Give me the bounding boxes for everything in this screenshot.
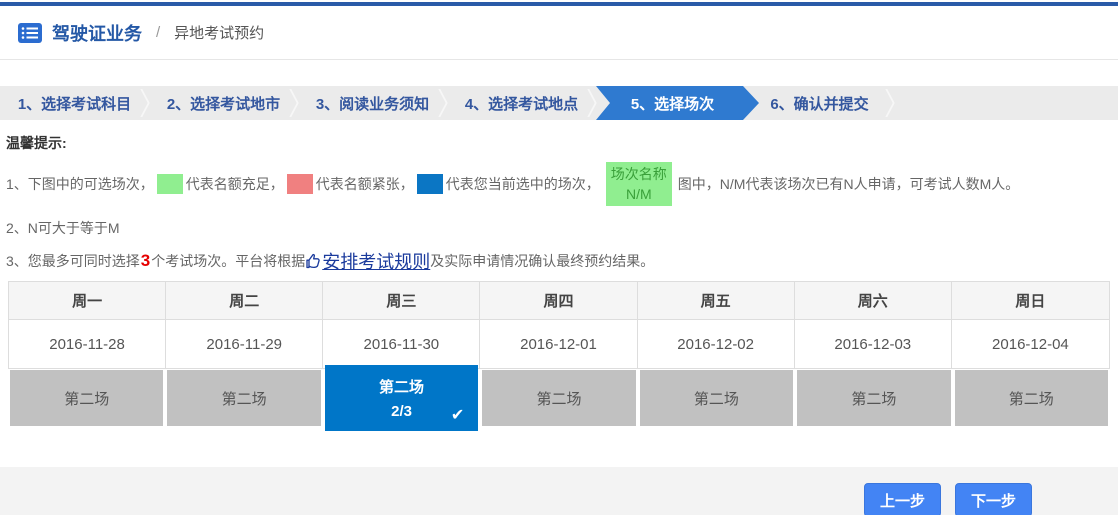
wizard-step-4[interactable]: 4、选择考试地点 — [447, 86, 596, 120]
exam-rules-link[interactable]: 安排考试规则 — [305, 248, 430, 274]
prev-step-button[interactable]: 上一步 — [864, 483, 941, 515]
tip-line-1: 1、下图中的可选场次， 代表名额充足， 代表名额紧张， 代表您当前选中的场次， … — [6, 162, 1112, 206]
tips-section: 温馨提示: 1、下图中的可选场次， 代表名额充足， 代表名额紧张， 代表您当前选… — [0, 133, 1118, 274]
date-cell: 2016-12-03 — [795, 320, 952, 368]
wizard-step-5-active[interactable]: 5、选择场次 — [596, 86, 759, 120]
tip3-text: 3、您最多可同时选择 — [6, 253, 140, 269]
wizard-step-3[interactable]: 3、阅读业务须知 — [298, 86, 447, 120]
legend-tight-label: 代表名额紧张， — [315, 176, 414, 192]
legend-sample-session: 场次名称 N/M — [605, 162, 672, 206]
date-cell: 2016-12-02 — [638, 320, 795, 368]
tip3-text-end: 及实际申请情况确认最终预约结果。 — [430, 253, 655, 269]
date-cell: 2016-12-04 — [992, 335, 1069, 353]
weekday-header: 周五 — [638, 282, 795, 319]
tip1-text-end: 图中，N/M代表该场次已有N人申请，可考试人数M人。 — [677, 176, 1020, 192]
date-row: 2016-11-28 2016-11-29 2016-11-30 2016-12… — [8, 320, 1110, 369]
sample-session-name: 场次名称 — [610, 166, 667, 182]
wizard-step-6[interactable]: 6、确认并提交 — [745, 86, 894, 120]
max-sessions-number: 3 — [140, 251, 151, 270]
session-cell-tue[interactable]: 第二场 — [167, 370, 321, 426]
footer-bar: 上一步 下一步 — [0, 467, 1118, 515]
breadcrumb-separator: / — [156, 24, 161, 41]
wizard-filler — [894, 86, 1118, 120]
session-cell-mon[interactable]: 第二场 — [10, 370, 164, 426]
weekday-header: 周一 — [9, 282, 167, 319]
pointer-hand-icon — [305, 253, 321, 270]
weekday-header: 周三 — [323, 282, 481, 319]
list-icon — [18, 22, 42, 43]
tip-line-2: 2、N可大于等于M — [6, 220, 120, 236]
top-accent-strip — [0, 2, 1118, 6]
step-wizard: 1、选择考试科目 2、选择考试地市 3、阅读业务须知 4、选择考试地点 5、选择… — [0, 86, 1118, 120]
tip3-text-mid: 个考试场次。平台将根据 — [151, 253, 306, 269]
check-icon: ✔ — [450, 407, 465, 424]
weekday-header-row: 周一 周二 周三 周四 周五 周六 周日 — [8, 281, 1110, 320]
legend-sufficient-swatch — [156, 174, 183, 194]
legend-tight-swatch — [286, 174, 313, 194]
page-header: 驾驶证业务 / 异地考试预约 — [0, 6, 1118, 60]
session-cell-thu[interactable]: 第二场 — [482, 370, 636, 426]
session-cell-sat[interactable]: 第二场 — [797, 370, 951, 426]
tips-title: 温馨提示: — [6, 135, 67, 151]
weekday-header: 周日 — [1015, 293, 1046, 310]
tip1-text: 1、下图中的可选场次， — [6, 176, 154, 192]
date-cell: 2016-12-01 — [480, 320, 638, 368]
next-step-button[interactable]: 下一步 — [955, 483, 1032, 515]
breadcrumb-current: 异地考试预约 — [174, 25, 265, 42]
weekday-header: 周六 — [795, 282, 952, 319]
weekday-header: 周二 — [166, 282, 324, 319]
schedule-table: 周一 周二 周三 周四 周五 周六 周日 2016-11-28 2016-11-… — [8, 281, 1110, 431]
legend-selected-label: 代表您当前选中的场次， — [445, 176, 600, 192]
date-cell: 2016-11-30 — [323, 320, 481, 368]
wizard-step-1[interactable]: 1、选择考试科目 — [0, 86, 149, 120]
weekday-header: 周四 — [480, 282, 638, 319]
tip-line-3: 3、您最多可同时选择 3 个考试场次。平台将根据 安排考试规则 及实际申请情况确… — [6, 248, 1112, 274]
legend-sufficient-label: 代表名额充足， — [185, 176, 284, 192]
session-cell-fri[interactable]: 第二场 — [639, 370, 794, 426]
legend-selected-swatch — [416, 174, 443, 194]
session-count: 2/3 — [391, 403, 412, 420]
date-cell: 2016-11-28 — [9, 320, 167, 368]
session-cell-wed-selected[interactable]: 第二场 2/3 ✔ — [324, 365, 479, 431]
session-cell-sun[interactable]: 第二场 — [954, 370, 1108, 426]
date-cell: 2016-11-29 — [166, 320, 324, 368]
breadcrumb-root[interactable]: 驾驶证业务 — [52, 23, 142, 44]
sample-session-count: N/M — [625, 186, 652, 202]
session-row: 第二场 第二场 第二场 2/3 ✔ 第二场 第二场 第二场 第二场 — [8, 365, 1110, 431]
exam-rules-link-label: 安排考试规则 — [322, 252, 431, 272]
wizard-step-2[interactable]: 2、选择考试地市 — [149, 86, 298, 120]
